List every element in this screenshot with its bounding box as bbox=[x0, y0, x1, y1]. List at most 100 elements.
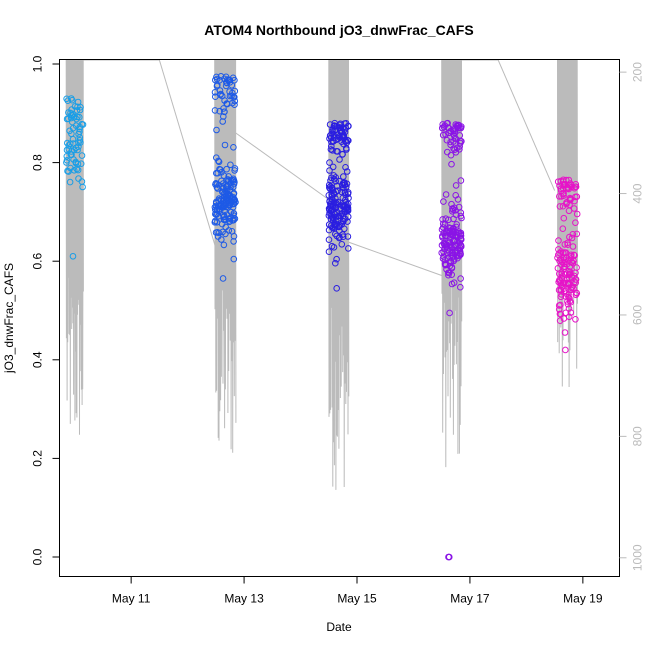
data-point bbox=[457, 275, 464, 282]
data-point bbox=[345, 245, 352, 252]
data-point bbox=[230, 238, 237, 245]
data-point bbox=[566, 295, 573, 302]
data-point bbox=[565, 313, 573, 321]
data-point bbox=[455, 203, 463, 211]
data-point bbox=[336, 156, 343, 163]
y-tick-label: 1.0 bbox=[31, 55, 45, 72]
pressure-profile-2 bbox=[328, 60, 350, 490]
data-point bbox=[440, 240, 448, 247]
x-tick-label: May 11 bbox=[112, 592, 151, 606]
data-point bbox=[332, 188, 340, 195]
data-point bbox=[573, 230, 581, 238]
x-axis-label: Date bbox=[326, 620, 352, 634]
data-point bbox=[449, 206, 457, 213]
data-point bbox=[565, 305, 573, 312]
data-point bbox=[230, 214, 237, 222]
data-point bbox=[332, 136, 340, 144]
data-point bbox=[228, 92, 235, 99]
data-point bbox=[565, 293, 572, 301]
data-point bbox=[214, 233, 222, 240]
data-point bbox=[446, 309, 453, 317]
data-point bbox=[567, 286, 575, 293]
data-point bbox=[342, 198, 350, 206]
data-point bbox=[72, 159, 80, 167]
data-point bbox=[329, 126, 336, 134]
data-points-layer bbox=[63, 73, 581, 561]
data-point bbox=[344, 190, 352, 198]
data-point bbox=[557, 256, 565, 264]
data-point bbox=[215, 158, 223, 166]
data-point bbox=[445, 129, 453, 136]
data-point bbox=[230, 180, 238, 188]
series-3 bbox=[438, 119, 465, 317]
chart-title: ATOM4 Northbound jO3_dnwFrac_CAFS bbox=[204, 22, 473, 38]
data-point bbox=[343, 144, 350, 152]
data-point bbox=[567, 309, 575, 316]
data-point bbox=[336, 233, 343, 241]
data-point bbox=[68, 151, 75, 159]
pressure-profile-3 bbox=[441, 60, 463, 468]
data-point bbox=[554, 265, 562, 272]
data-point bbox=[556, 249, 563, 257]
pressure-transit-3 bbox=[348, 241, 442, 276]
data-point bbox=[332, 221, 339, 228]
y-axis-label: jO3_dnwFrac_CAFS bbox=[2, 263, 16, 374]
data-point bbox=[337, 126, 345, 134]
data-point bbox=[559, 181, 567, 188]
series-4 bbox=[554, 176, 581, 354]
data-point bbox=[452, 121, 460, 128]
data-point bbox=[556, 203, 564, 210]
data-point bbox=[225, 215, 232, 223]
data-point bbox=[555, 306, 563, 313]
data-point bbox=[564, 281, 572, 288]
data-point bbox=[213, 169, 220, 177]
data-point bbox=[326, 209, 333, 217]
data-point bbox=[559, 225, 567, 232]
data-point bbox=[339, 150, 346, 158]
data-point bbox=[75, 139, 82, 146]
data-point bbox=[329, 163, 337, 171]
data-point bbox=[452, 182, 460, 189]
data-point bbox=[334, 148, 341, 155]
data-point bbox=[572, 219, 579, 226]
data-point bbox=[450, 138, 457, 145]
data-point bbox=[566, 194, 574, 202]
data-point bbox=[64, 139, 71, 147]
data-point bbox=[568, 183, 575, 191]
data-point bbox=[454, 123, 461, 130]
data-point bbox=[338, 241, 346, 248]
data-point bbox=[75, 175, 82, 182]
data-point bbox=[447, 138, 454, 146]
data-point bbox=[564, 300, 572, 308]
data-point bbox=[223, 165, 230, 173]
data-point bbox=[333, 208, 341, 216]
plot-frame bbox=[59, 59, 620, 577]
data-point bbox=[565, 268, 573, 275]
data-point bbox=[212, 76, 219, 84]
data-point bbox=[337, 124, 345, 132]
data-point bbox=[230, 200, 237, 208]
data-point bbox=[562, 309, 570, 317]
data-point bbox=[327, 206, 335, 213]
data-point bbox=[327, 146, 335, 153]
data-point bbox=[332, 230, 339, 238]
data-point bbox=[69, 124, 77, 132]
data-point bbox=[213, 73, 220, 81]
data-point bbox=[221, 141, 229, 149]
pressure-transit-5 bbox=[497, 60, 556, 191]
data-point bbox=[569, 257, 577, 264]
series-2 bbox=[325, 119, 352, 292]
data-point bbox=[439, 234, 446, 241]
data-point bbox=[69, 118, 76, 126]
data-point bbox=[222, 230, 229, 238]
data-point bbox=[447, 231, 454, 238]
data-point bbox=[339, 233, 347, 240]
data-point bbox=[557, 301, 564, 309]
data-point bbox=[342, 164, 349, 171]
data-point bbox=[74, 166, 82, 174]
data-point bbox=[559, 249, 567, 257]
data-point bbox=[451, 146, 459, 153]
data-point bbox=[442, 131, 449, 138]
data-point bbox=[447, 258, 455, 266]
y-tick-label: 0.8 bbox=[31, 154, 45, 171]
